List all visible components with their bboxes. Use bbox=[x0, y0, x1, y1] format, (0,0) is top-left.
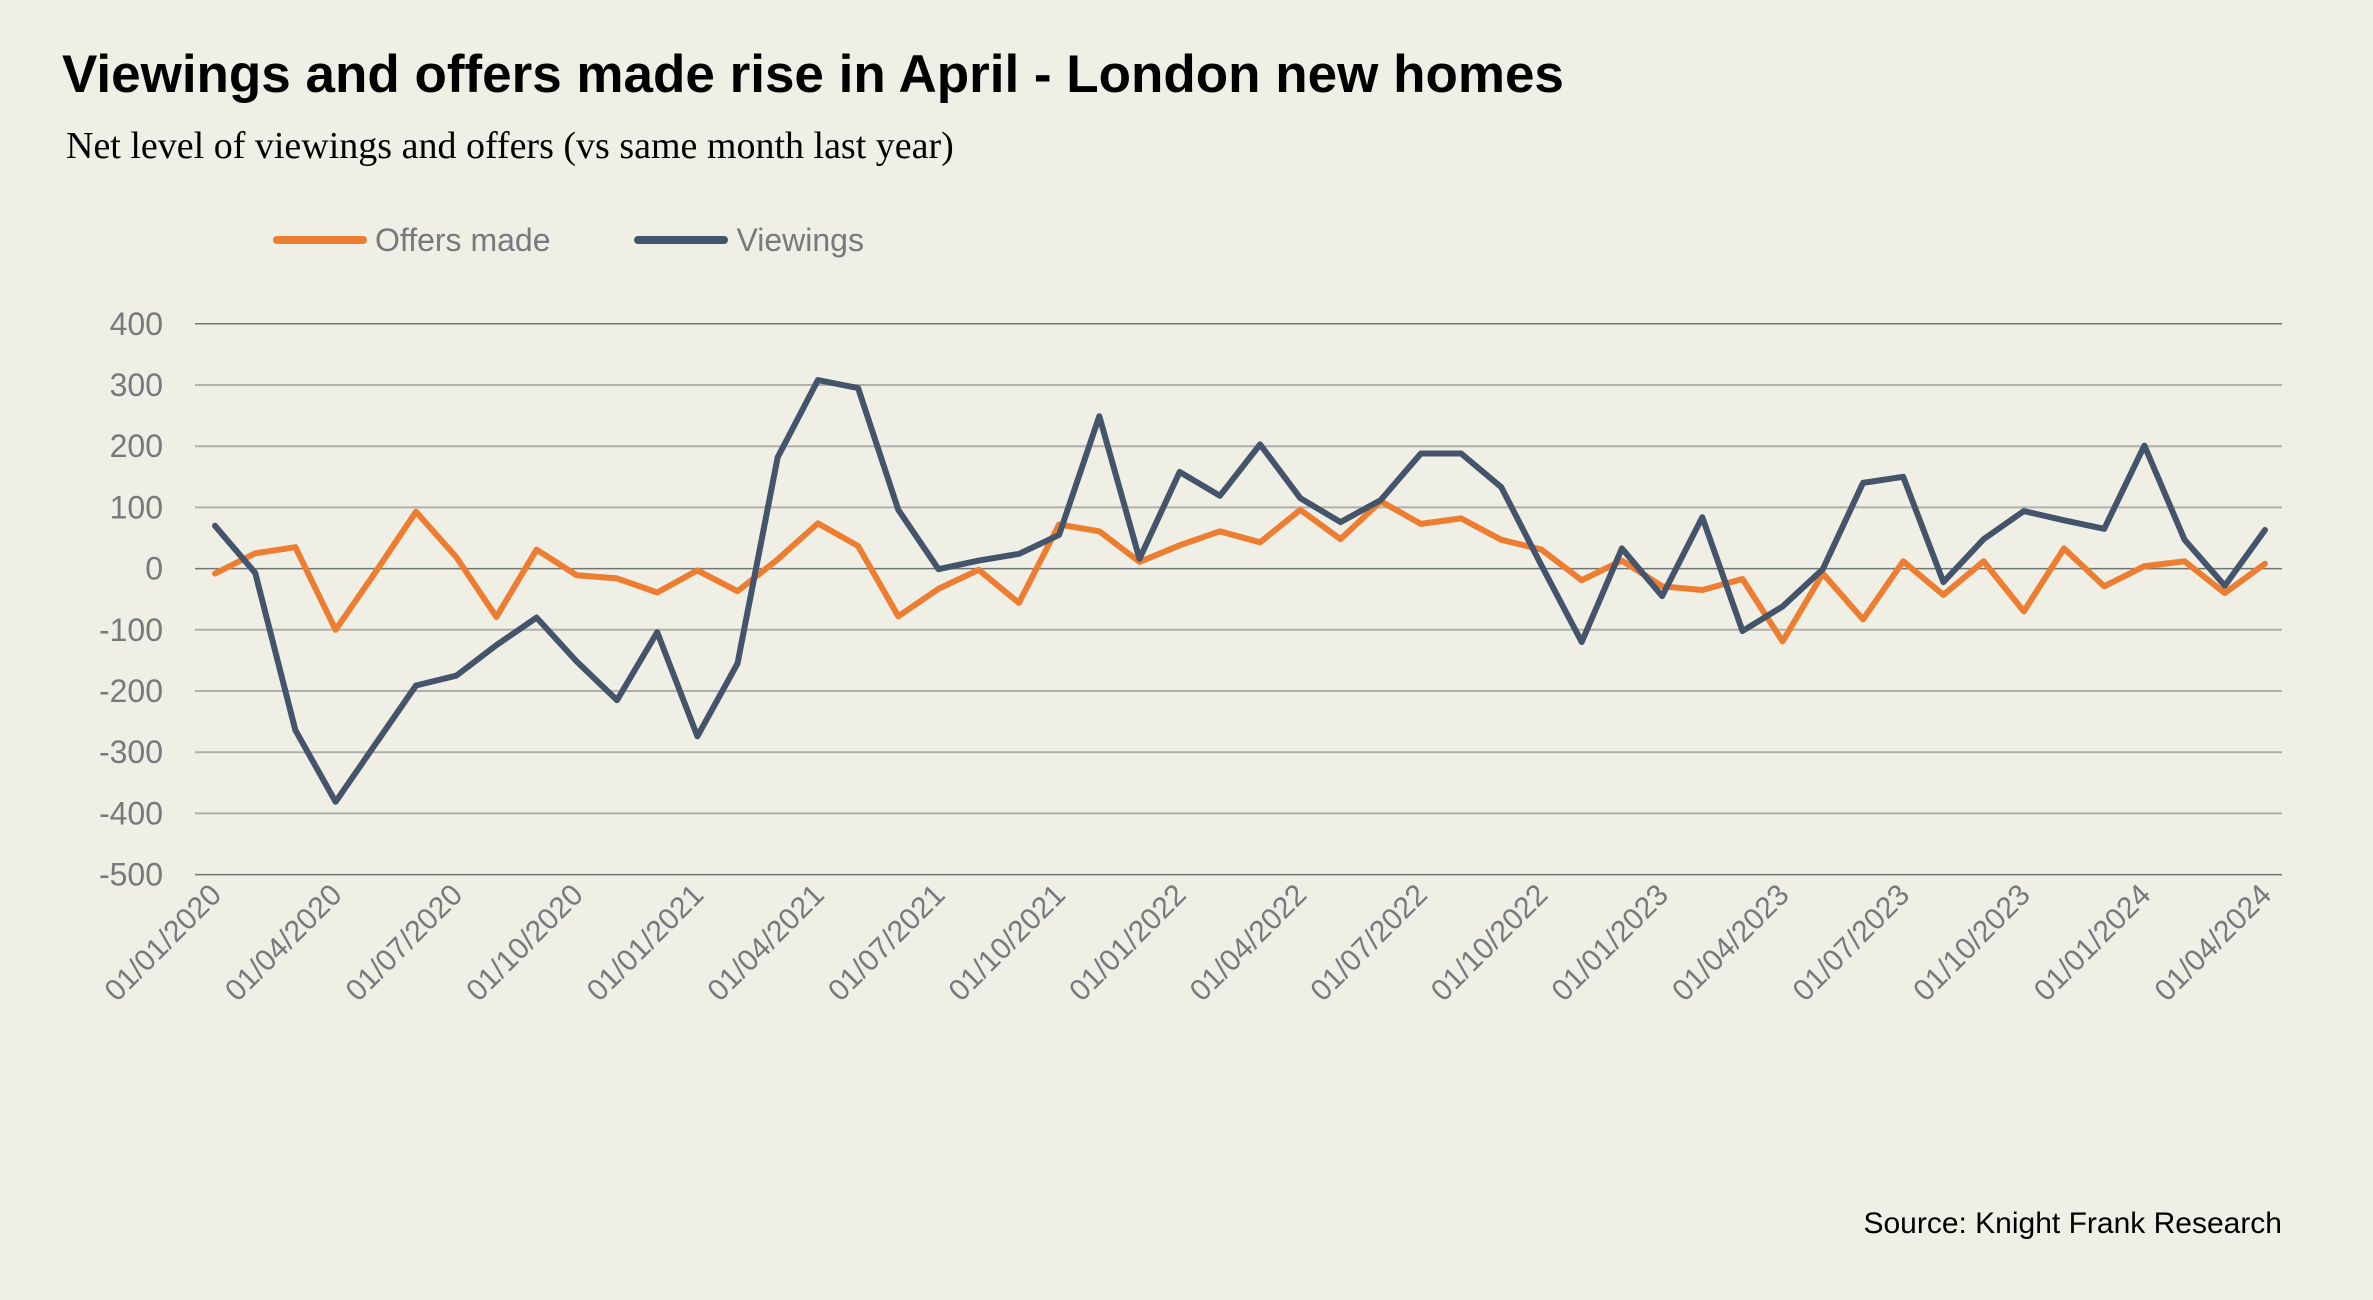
series-line-offers-made bbox=[212, 498, 2268, 645]
x-tick-label: 01/10/2020 bbox=[460, 878, 590, 1008]
y-tick-label: -400 bbox=[99, 795, 163, 831]
y-tick-label: 300 bbox=[110, 367, 163, 403]
x-axis-ticks: 01/01/202001/04/202001/07/202001/10/2020… bbox=[98, 878, 2278, 1008]
legend-item-offers: Offers made bbox=[273, 222, 550, 259]
source-note: Source: Knight Frank Research bbox=[1863, 1207, 2282, 1240]
y-axis-ticks: 400 300 200 100 0 -100 -200 -300 -400 -500 bbox=[99, 306, 163, 893]
x-tick-label: 01/04/2024 bbox=[2148, 878, 2278, 1008]
gridlines bbox=[195, 323, 2282, 876]
series-lines bbox=[212, 377, 2268, 805]
legend-swatch-offers bbox=[273, 236, 367, 244]
y-tick-label: 100 bbox=[110, 489, 163, 525]
x-tick-label: 01/04/2022 bbox=[1184, 878, 1314, 1008]
x-tick-label: 01/01/2022 bbox=[1063, 878, 1193, 1008]
x-tick-label: 01/07/2022 bbox=[1304, 878, 1434, 1008]
y-tick-label: -300 bbox=[99, 734, 163, 770]
x-tick-label: 01/10/2021 bbox=[943, 878, 1073, 1008]
x-tick-label: 01/04/2020 bbox=[219, 878, 349, 1008]
x-tick-label: 01/07/2023 bbox=[1787, 878, 1917, 1008]
chart-subtitle: Net level of viewings and offers (vs sam… bbox=[66, 125, 954, 167]
x-tick-label: 01/01/2021 bbox=[581, 878, 711, 1008]
y-tick-label: 0 bbox=[145, 551, 163, 587]
x-tick-label: 01/07/2021 bbox=[822, 878, 952, 1008]
x-tick-label: 01/01/2023 bbox=[1545, 878, 1675, 1008]
legend-label-offers: Offers made bbox=[375, 221, 551, 258]
y-tick-label: -200 bbox=[99, 673, 163, 709]
x-tick-label: 01/10/2022 bbox=[1425, 878, 1555, 1008]
legend: Offers made Viewings bbox=[273, 218, 948, 262]
legend-label-viewings: Viewings bbox=[736, 221, 864, 258]
y-tick-label: 200 bbox=[110, 428, 163, 464]
x-tick-label: 01/04/2021 bbox=[701, 878, 831, 1008]
y-tick-label: -500 bbox=[99, 857, 163, 893]
chart-title: Viewings and offers made rise in April -… bbox=[62, 45, 1564, 104]
x-tick-label: 01/04/2023 bbox=[1666, 878, 1796, 1008]
y-tick-label: 400 bbox=[110, 306, 163, 342]
series-line-viewings bbox=[212, 377, 2268, 805]
legend-swatch-viewings bbox=[634, 236, 729, 244]
legend-item-viewings: Viewings bbox=[634, 221, 864, 259]
x-tick-label: 01/07/2020 bbox=[340, 878, 470, 1008]
y-tick-label: -100 bbox=[99, 612, 163, 648]
x-tick-label: 01/01/2024 bbox=[2028, 878, 2158, 1008]
x-tick-label: 01/10/2023 bbox=[1907, 878, 2037, 1008]
x-tick-label: 01/01/2020 bbox=[98, 878, 228, 1008]
